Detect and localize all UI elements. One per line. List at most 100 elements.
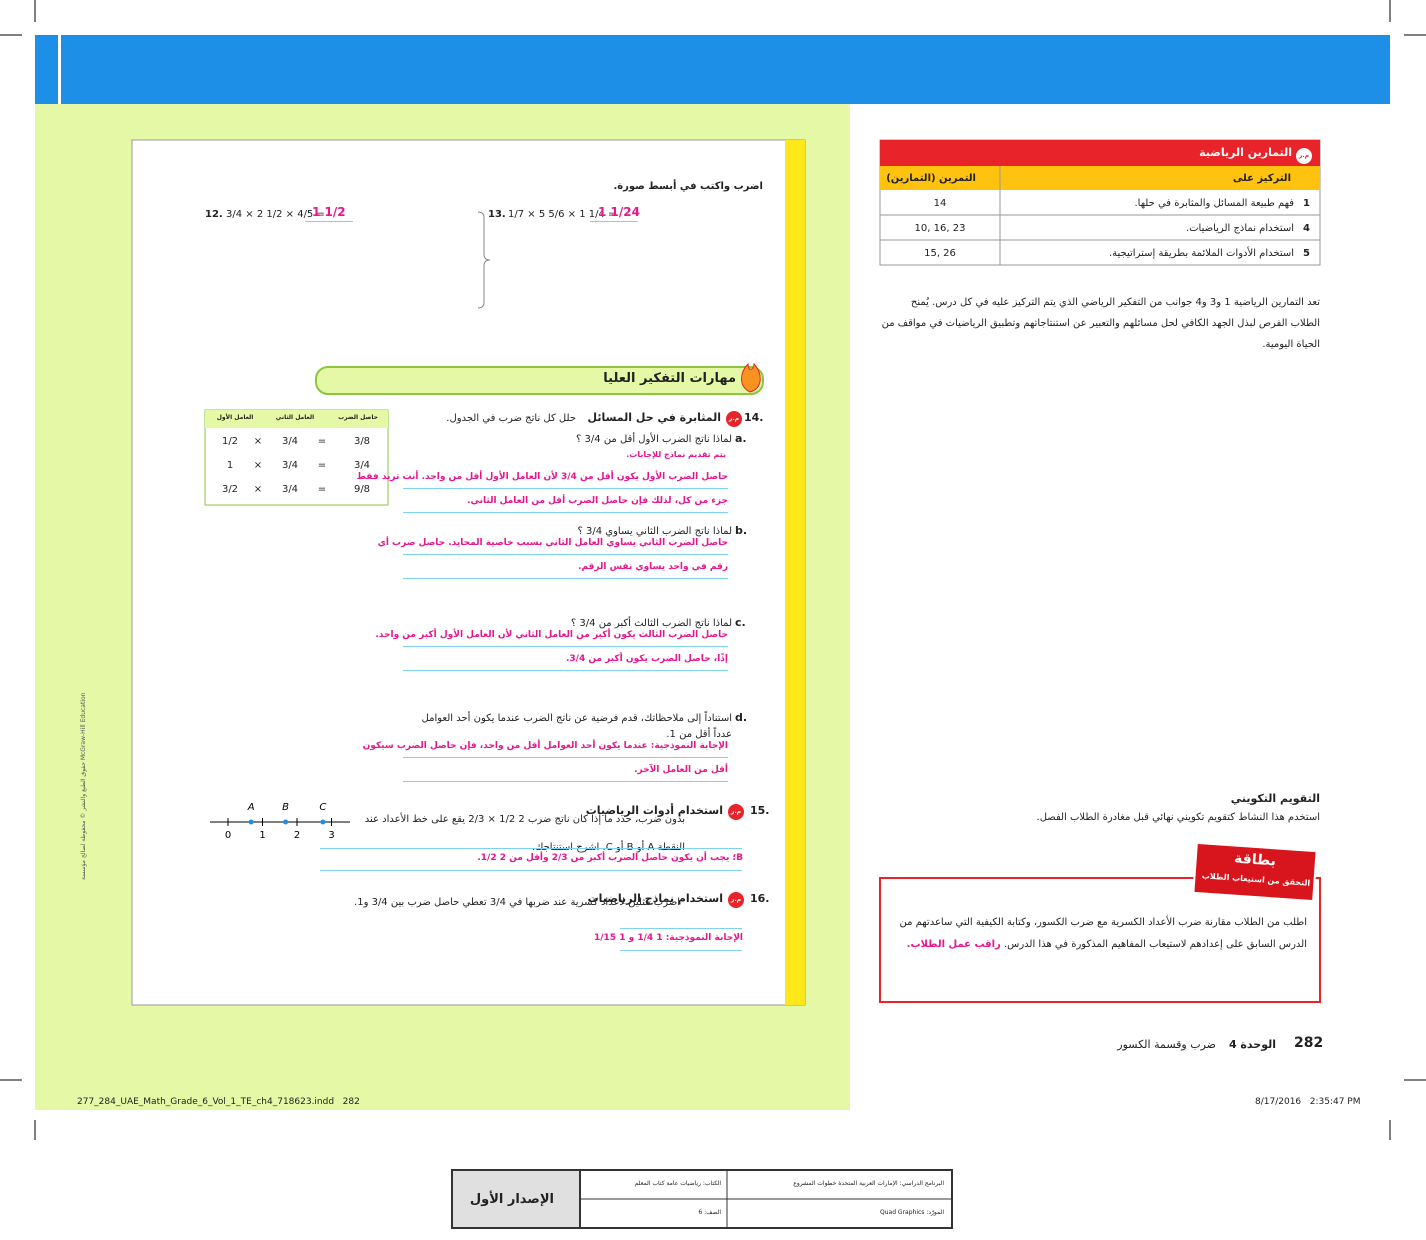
- tick-label: 1: [259, 830, 265, 841]
- instruction: اضرب واكتب في أبسط صورة.: [613, 181, 763, 192]
- row-exercises: 15, 26: [924, 248, 956, 259]
- formative-text: استخدم هذا النشاط كتقويم تكويني نهائي قب…: [1036, 812, 1320, 823]
- answer: أقل من العامل الآخر.: [634, 765, 728, 775]
- answer: B؛ يجب أن يكون حاصل الضرب أكبر من 2/3 وأ…: [477, 853, 743, 863]
- exercise-expression: 3/4 × 2 1/2 × 4/5 =: [226, 209, 325, 220]
- proof-book: الكتاب: رياضيات عامة كتاب المعلم: [634, 1180, 721, 1187]
- answer: إذًا، حاصل الضرب يكون أكبر من 3/4.: [565, 654, 728, 664]
- ticket-action: راقب عمل الطلاب.: [906, 939, 1001, 950]
- point-label: A: [247, 802, 255, 813]
- table-cell: 3/2: [221, 484, 239, 495]
- table-header: العامل الأول: [216, 414, 254, 421]
- question-label: استخدام أدوات الرياضيات: [585, 804, 723, 817]
- point-label: C: [319, 802, 326, 813]
- proof-supplier: المورّد: Quad Graphics: [880, 1209, 944, 1216]
- answer: حاصل الضرب الثاني يساوي العامل الثاني بس…: [377, 538, 728, 548]
- part-letter: b.: [735, 524, 748, 537]
- proof-edition: الإصدار الأول: [469, 1192, 554, 1207]
- tick-label: 2: [294, 830, 300, 841]
- number-line: 0 1 2 3 A B C: [210, 802, 350, 841]
- question-prompt: اضرب مثلين لأعداد كسرية عند ضربها في 3/4…: [354, 897, 680, 908]
- answer-line: [403, 670, 728, 671]
- question-number: 15.: [750, 804, 770, 817]
- table-cell: 3/4: [281, 484, 299, 495]
- answer-line: [403, 512, 728, 513]
- table-cell: ×: [253, 460, 263, 471]
- unit-title: ضرب وقسمة الكسور: [1117, 1038, 1216, 1051]
- row-focus: استخدام الأدوات الملائمة بطريقة إستراتيج…: [1108, 248, 1294, 259]
- exercise-answer: 1 1/24: [598, 205, 640, 219]
- question-label: استخدام نماذج الرياضيات: [587, 892, 723, 905]
- answer: الإجابة النموذجية: 1 1/4 و 1 1/15: [594, 933, 743, 943]
- practice-badge: م.ر: [1296, 147, 1312, 164]
- part-question: لماذا ناتج الضرب الثاني يساوي 3/4 ؟: [577, 526, 732, 537]
- row-exercises: 10, 16, 23: [914, 223, 966, 234]
- point-label: B: [282, 802, 289, 813]
- point: [248, 819, 254, 825]
- row-exercises: 14: [933, 198, 947, 209]
- row-number: 1: [1303, 198, 1310, 209]
- teacher-note: يتم تقديم نماذج للإجابات.: [626, 450, 726, 459]
- table-cell: 1: [226, 460, 234, 471]
- question-number: 16.: [750, 892, 770, 905]
- page-number: 282: [1294, 1035, 1324, 1051]
- table-cell: 1/2: [221, 436, 239, 447]
- answer-line: [403, 554, 728, 555]
- answer: حاصل الضرب الأول يكون أقل من 3/4 لأن الع…: [356, 472, 728, 482]
- practice-badge: م.ر: [726, 410, 742, 427]
- table-cell: 3/4: [281, 436, 299, 447]
- paragraph: تعد التمارين الرياضية 1 و3 و4 جوانب من ا…: [881, 297, 1320, 350]
- exercise-expression: 1/7 × 5 5/6 × 1 1/4 =: [508, 209, 617, 220]
- table-header: العامل الثاني: [275, 414, 315, 421]
- question-prompt: حلل كل ناتج ضرب في الجدول.: [446, 413, 576, 424]
- answer-line: [403, 488, 728, 489]
- formative-title: التقويم التكويني: [1230, 792, 1320, 805]
- answer-line: [403, 757, 728, 758]
- ticket-text: اطلب من الطلاب مقارنة ضرب الأعداد الكسري…: [895, 912, 1308, 956]
- exercise-number: 13.: [488, 209, 506, 220]
- proof-program: البرنامج الدراسي: الإمارات العربية المتح…: [793, 1180, 944, 1187]
- row-number: 4: [1303, 223, 1310, 234]
- section-title: مهارات التفكير العليا: [603, 371, 736, 386]
- answer: جزء من كل، لذلك فإن حاصل الضرب أقل من ال…: [467, 496, 728, 506]
- answer-line: [403, 578, 728, 579]
- copyright: حقوق الطبع والنشر © محفوظة لصالح مؤسسة M…: [80, 692, 87, 880]
- answer-line: [403, 781, 728, 782]
- question-prompt: بدون ضرب، حدد ما إذا كان ناتج ضرب 2 1/2 …: [364, 814, 685, 853]
- part-letter: a.: [735, 432, 747, 445]
- table-cell: 3/8: [353, 436, 371, 447]
- question-number: 14.: [744, 411, 764, 424]
- ticket-body: اطلب من الطلاب مقارنة ضرب الأعداد الكسري…: [899, 917, 1308, 950]
- point: [283, 819, 289, 825]
- table-cell: 3/4: [353, 460, 371, 471]
- slug-date: 8/17/2016 2:35:47 PM: [1255, 1097, 1361, 1107]
- row-focus: استخدام نماذج الرياضيات.: [1185, 223, 1294, 234]
- point: [320, 819, 326, 825]
- table-cell: ×: [253, 436, 263, 447]
- practice-badge: م.ر: [728, 891, 744, 908]
- answer: الإجابة النموذجية: عندما يكون أحد العوام…: [362, 741, 728, 751]
- table-cell: 9/8: [353, 484, 371, 495]
- table-cell: 3/4: [281, 460, 299, 471]
- question-label: المثابرة في حل المسائل: [587, 411, 721, 424]
- answer: رقم في واحد يساوي نفس الرقم.: [578, 562, 728, 572]
- table-cell: =: [317, 460, 327, 471]
- slug-file: 277_284_UAE_Math_Grade_6_Vol_1_TE_ch4_71…: [77, 1097, 360, 1107]
- part-letter: d.: [735, 711, 748, 724]
- table-title: التمارين الرياضية: [1199, 146, 1292, 159]
- table-cell: =: [317, 484, 327, 495]
- tick-label: 3: [328, 830, 334, 841]
- part-question: لماذا ناتج الضرب الثالث أكبر من 3/4 ؟: [570, 618, 732, 629]
- table-cell: =: [317, 436, 327, 447]
- proof-grade: الصف: 6: [698, 1209, 721, 1216]
- part-question: لماذا ناتج الضرب الأول أقل من 3/4 ؟: [576, 434, 732, 445]
- tick-label: 0: [225, 830, 231, 841]
- part-question: استناداً إلى ملاحظاتك، قدم فرضية عن ناتج…: [421, 713, 732, 740]
- table-header: التركيز على: [1232, 173, 1291, 184]
- practice-badge: م.ر: [728, 803, 744, 820]
- answer: حاصل الضرب الثالث يكون أكبر من العامل ال…: [375, 630, 728, 640]
- exercise-answer: 1 1/2: [312, 205, 346, 219]
- table-header: التمرين (التمارين): [886, 173, 976, 184]
